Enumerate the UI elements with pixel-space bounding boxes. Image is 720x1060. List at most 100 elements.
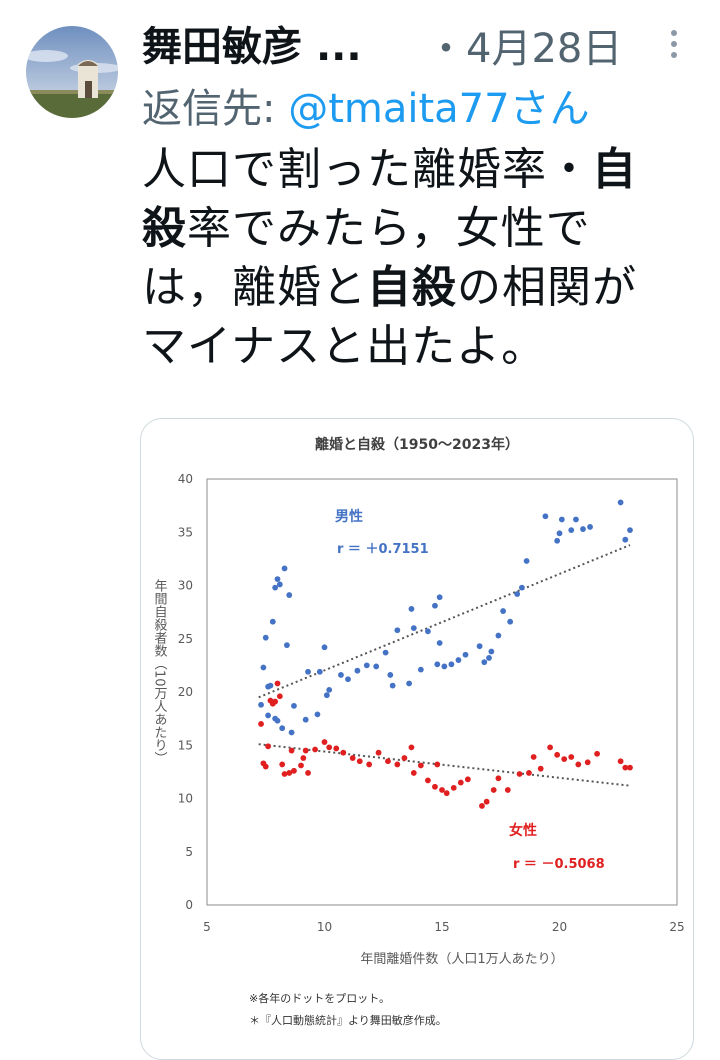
x-tick-label: 25 [669, 920, 684, 934]
data-point-female [584, 759, 591, 766]
data-point-female [302, 747, 309, 754]
data-point-male [573, 516, 579, 523]
data-point-female [262, 763, 269, 770]
data-point-female [385, 758, 391, 765]
data-point-female [333, 745, 340, 752]
data-point-female [366, 761, 373, 768]
data-point-male [432, 602, 438, 609]
data-point-male [314, 711, 321, 718]
data-point-female [394, 761, 401, 768]
chart-title: 離婚と自殺（1950～2023年） [315, 436, 519, 453]
data-point-female [356, 758, 363, 765]
tweet-text-bold: 自殺 [367, 262, 457, 313]
y-tick-label: 0 [185, 898, 193, 912]
data-point-male [284, 642, 290, 649]
data-point-male [486, 655, 492, 661]
data-point-male [262, 634, 269, 641]
data-point-female [321, 739, 328, 745]
more-options-icon[interactable] [664, 26, 684, 66]
data-point-male [316, 668, 323, 675]
data-point-female [432, 783, 438, 790]
data-point-female [530, 754, 537, 760]
tweet-text: 人口で割った離婚率・自 殺率でみたら，女性で は，離婚と自殺の相関が マイナスと出たよ… [142, 140, 702, 376]
trend-line-male [258, 544, 631, 699]
tweet-text-bold: 自 [592, 144, 637, 195]
data-point-male [507, 618, 514, 625]
x-tick-label: 5 [203, 920, 211, 934]
data-point-female [265, 743, 271, 750]
data-point-female [594, 750, 600, 757]
data-point-female [516, 771, 523, 777]
data-point-female [279, 761, 286, 768]
x-tick-label: 20 [552, 920, 567, 934]
data-point-male [276, 581, 283, 588]
tweet-text-segment: の相関が [457, 262, 637, 313]
reply-handle-link[interactable]: @tmaita77さん [288, 86, 590, 132]
data-point-female [568, 754, 575, 760]
data-point-male [436, 640, 443, 646]
y-tick-label: 20 [178, 685, 193, 699]
data-point-female [276, 693, 283, 700]
data-point-male [500, 608, 506, 614]
data-point-male [622, 536, 629, 543]
x-tick-label: 15 [434, 920, 449, 934]
data-point-female [272, 698, 279, 705]
data-point-female [305, 770, 311, 776]
author-name[interactable]: 舞田敏彦 [142, 24, 302, 70]
data-point-male [281, 565, 288, 572]
data-point-male [338, 672, 344, 678]
data-point-female [483, 798, 490, 805]
tweet-image-card[interactable]: 離婚と自殺（1950～2023年） 0 5 10 15 20 25 30 35 40 5 10 15 20… [140, 418, 694, 1060]
tweet-text-bold: 殺 [142, 203, 187, 254]
data-point-female [434, 761, 441, 768]
data-point-female [547, 744, 553, 751]
data-point-male [476, 643, 483, 650]
data-point-female [281, 771, 288, 777]
data-point-female [457, 779, 464, 786]
tweet-date[interactable]: ・4月28日 [426, 26, 623, 72]
author-avatar[interactable] [26, 26, 118, 118]
data-point-male [373, 663, 380, 670]
correlation-label-female: r ＝ －0.5068 [513, 857, 605, 872]
data-point-male [488, 648, 495, 655]
data-point-male [448, 661, 455, 668]
data-point-male [408, 606, 415, 612]
data-point-female [617, 758, 624, 765]
data-point-male [274, 576, 281, 583]
plot-area [206, 478, 678, 906]
data-point-male [286, 592, 293, 598]
author-name-line[interactable]: 舞田敏彦 ... [142, 14, 362, 72]
data-point-female [443, 790, 450, 797]
data-point-male [558, 516, 565, 523]
data-point-female [401, 755, 408, 761]
y-tick-label: 10 [178, 792, 193, 806]
data-point-female [408, 744, 415, 751]
data-point-male [288, 729, 295, 736]
data-point-male [291, 702, 297, 709]
data-point-female [267, 697, 274, 704]
data-point-female [627, 764, 633, 771]
data-point-male [417, 666, 424, 673]
data-point-female [340, 749, 347, 756]
data-point-female [291, 767, 297, 774]
y-tick-label: 40 [178, 472, 193, 486]
y-tick-label: 25 [178, 632, 193, 646]
tweet-text-segment: は，離婚と [142, 262, 367, 313]
data-point-male [481, 659, 488, 666]
series-name-female: 女性 [509, 822, 537, 839]
data-point-male [627, 527, 633, 534]
data-point-female [622, 764, 629, 771]
data-point-female [537, 765, 544, 772]
tweet-text-line: 殺率でみたら，女性で [142, 199, 702, 258]
data-point-male [305, 668, 311, 675]
data-point-male [519, 584, 525, 591]
data-point-male [389, 682, 396, 689]
chart-footnote: ＊『人口動態統計』より舞田敏彦作成。 [249, 1013, 447, 1027]
data-point-male [617, 499, 624, 506]
data-point-female [439, 787, 445, 793]
data-point-female [490, 787, 497, 793]
data-point-male [580, 526, 586, 532]
data-point-female [312, 746, 318, 753]
data-point-male [587, 524, 593, 530]
